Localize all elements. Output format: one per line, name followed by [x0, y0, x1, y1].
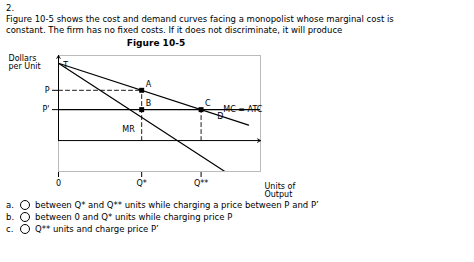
html-text:between Q* and Q** units while: between Q* and Q** units while charging … — [35, 200, 319, 210]
svg-text:Q*: Q* — [137, 179, 147, 188]
html-text:constant. The firm has no fixe: constant. The firm has no fixed costs. I… — [6, 25, 343, 35]
html-text:a.: a. — [6, 200, 14, 210]
html-text:Figure 10-5: Figure 10-5 — [126, 38, 186, 48]
html-text:Figure 10-5 shows the cost and: Figure 10-5 shows the cost and demand cu… — [6, 14, 394, 24]
svg-text:Dollarsper Unit: Dollarsper Unit — [9, 54, 41, 71]
svg-text:MC = ATC: MC = ATC — [223, 105, 263, 114]
html-text:2.: 2. — [6, 3, 15, 13]
html-text:Q** units and charge price P’: Q** units and charge price P’ — [35, 224, 159, 234]
svg-text:Units ofOutput: Units ofOutput — [265, 182, 296, 199]
svg-text:C: C — [205, 99, 211, 108]
svg-text:P': P' — [42, 105, 49, 114]
html-text:between 0 and Q* units while c: between 0 and Q* units while charging pr… — [35, 212, 233, 222]
svg-text:D: D — [217, 112, 224, 122]
html-text:b.: b. — [6, 212, 15, 222]
svg-text:A: A — [146, 80, 152, 89]
svg-text:Q**: Q** — [194, 179, 208, 188]
svg-text:P: P — [45, 86, 50, 95]
html-text:c.: c. — [6, 224, 14, 234]
svg-text:MR: MR — [122, 125, 135, 134]
svg-text:T: T — [62, 61, 68, 70]
svg-text:B: B — [146, 99, 152, 108]
svg-text:0: 0 — [56, 179, 61, 188]
